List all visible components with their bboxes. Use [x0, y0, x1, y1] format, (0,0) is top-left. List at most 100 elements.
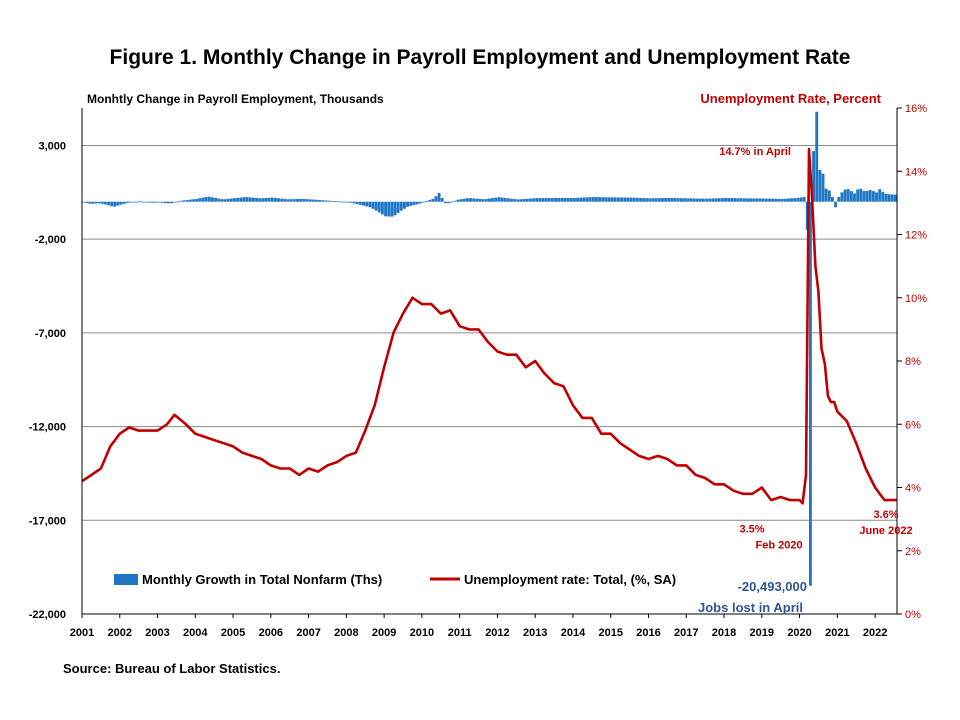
bar — [343, 201, 347, 203]
x-tick-label: 2017 — [674, 627, 698, 639]
bar — [843, 189, 847, 202]
left-axis-title: Monhtly Change in Payroll Employment, Th… — [87, 92, 384, 106]
x-tick-label: 2021 — [825, 627, 849, 639]
bar — [799, 197, 803, 202]
bar — [346, 201, 350, 203]
bar — [415, 201, 419, 205]
bar — [469, 198, 472, 202]
bar — [255, 197, 258, 202]
bar — [104, 201, 107, 205]
chart-title: Figure 1. Monthly Change in Payroll Empl… — [109, 46, 851, 69]
bar — [783, 198, 787, 202]
bar — [585, 197, 589, 202]
bar — [733, 198, 737, 202]
bar — [214, 197, 218, 202]
axes: 3,000 -2,000 -7,000 -12,000 -17,000 -22,000 0%… — [29, 91, 928, 639]
bar — [198, 198, 202, 202]
bar — [711, 198, 715, 202]
bar — [409, 201, 413, 206]
x-tick-label: 2001 — [70, 627, 94, 639]
bar — [862, 191, 866, 202]
bar — [786, 198, 790, 202]
bar — [802, 197, 806, 202]
x-tick-label: 2019 — [750, 627, 774, 639]
bar — [211, 197, 214, 202]
bar — [768, 198, 771, 202]
annotation: Feb 2020 — [755, 539, 802, 551]
bar — [591, 197, 595, 202]
bar — [724, 197, 727, 202]
bar — [204, 196, 208, 202]
bar — [642, 198, 646, 202]
bar — [91, 201, 95, 204]
bar — [170, 201, 173, 204]
bar — [239, 197, 243, 202]
bar — [403, 201, 406, 209]
bar — [330, 200, 334, 202]
x-tick-label: 2020 — [787, 627, 811, 639]
bar — [434, 196, 438, 202]
bar — [217, 198, 221, 202]
bar — [484, 198, 488, 202]
bar — [478, 198, 482, 202]
bar — [226, 198, 230, 202]
left-tick-label: -7,000 — [35, 328, 66, 340]
bar — [396, 201, 400, 213]
bar — [881, 191, 885, 202]
bar — [251, 197, 255, 202]
bar — [380, 201, 384, 215]
bar — [305, 199, 309, 202]
bar — [365, 201, 369, 207]
bar — [160, 201, 164, 203]
bar — [893, 194, 897, 202]
bar — [192, 199, 195, 202]
bar — [283, 198, 287, 202]
bar — [510, 198, 513, 202]
bar — [701, 198, 705, 202]
bar — [154, 201, 158, 203]
bar — [148, 201, 151, 203]
right-tick-label: 2% — [905, 546, 921, 558]
bar — [135, 201, 139, 203]
right-tick-label: 14% — [905, 166, 927, 178]
bar — [132, 201, 136, 203]
bar — [730, 198, 734, 202]
bar — [122, 201, 126, 204]
bar — [349, 201, 353, 203]
bar — [371, 201, 375, 209]
bar — [519, 199, 523, 202]
bar — [138, 201, 142, 203]
bar — [258, 198, 262, 202]
left-tick-label: -22,000 — [29, 609, 66, 621]
bar — [497, 197, 501, 202]
bar — [163, 201, 167, 204]
bar — [761, 198, 765, 202]
bar — [679, 198, 683, 202]
bar — [453, 200, 457, 202]
bar — [752, 198, 756, 202]
bar — [110, 201, 114, 207]
bar — [267, 197, 271, 202]
bar — [273, 197, 277, 202]
bar — [742, 198, 746, 202]
bar — [755, 198, 759, 202]
bar — [541, 198, 545, 202]
bar — [815, 111, 819, 202]
bar — [141, 201, 145, 203]
left-tick-label: -2,000 — [35, 234, 66, 246]
bar — [661, 198, 664, 202]
bar — [340, 201, 343, 203]
bar — [233, 198, 236, 202]
bar — [277, 198, 280, 202]
bar — [563, 197, 567, 202]
bar — [613, 197, 617, 202]
bar — [623, 197, 627, 202]
annotation: 14.7% in April — [719, 146, 791, 158]
bar — [607, 197, 611, 202]
bar — [220, 199, 224, 202]
bar — [598, 197, 601, 202]
bar — [626, 197, 630, 202]
right-tick-label: 6% — [905, 419, 921, 431]
bar — [321, 200, 325, 202]
bar — [667, 197, 671, 202]
